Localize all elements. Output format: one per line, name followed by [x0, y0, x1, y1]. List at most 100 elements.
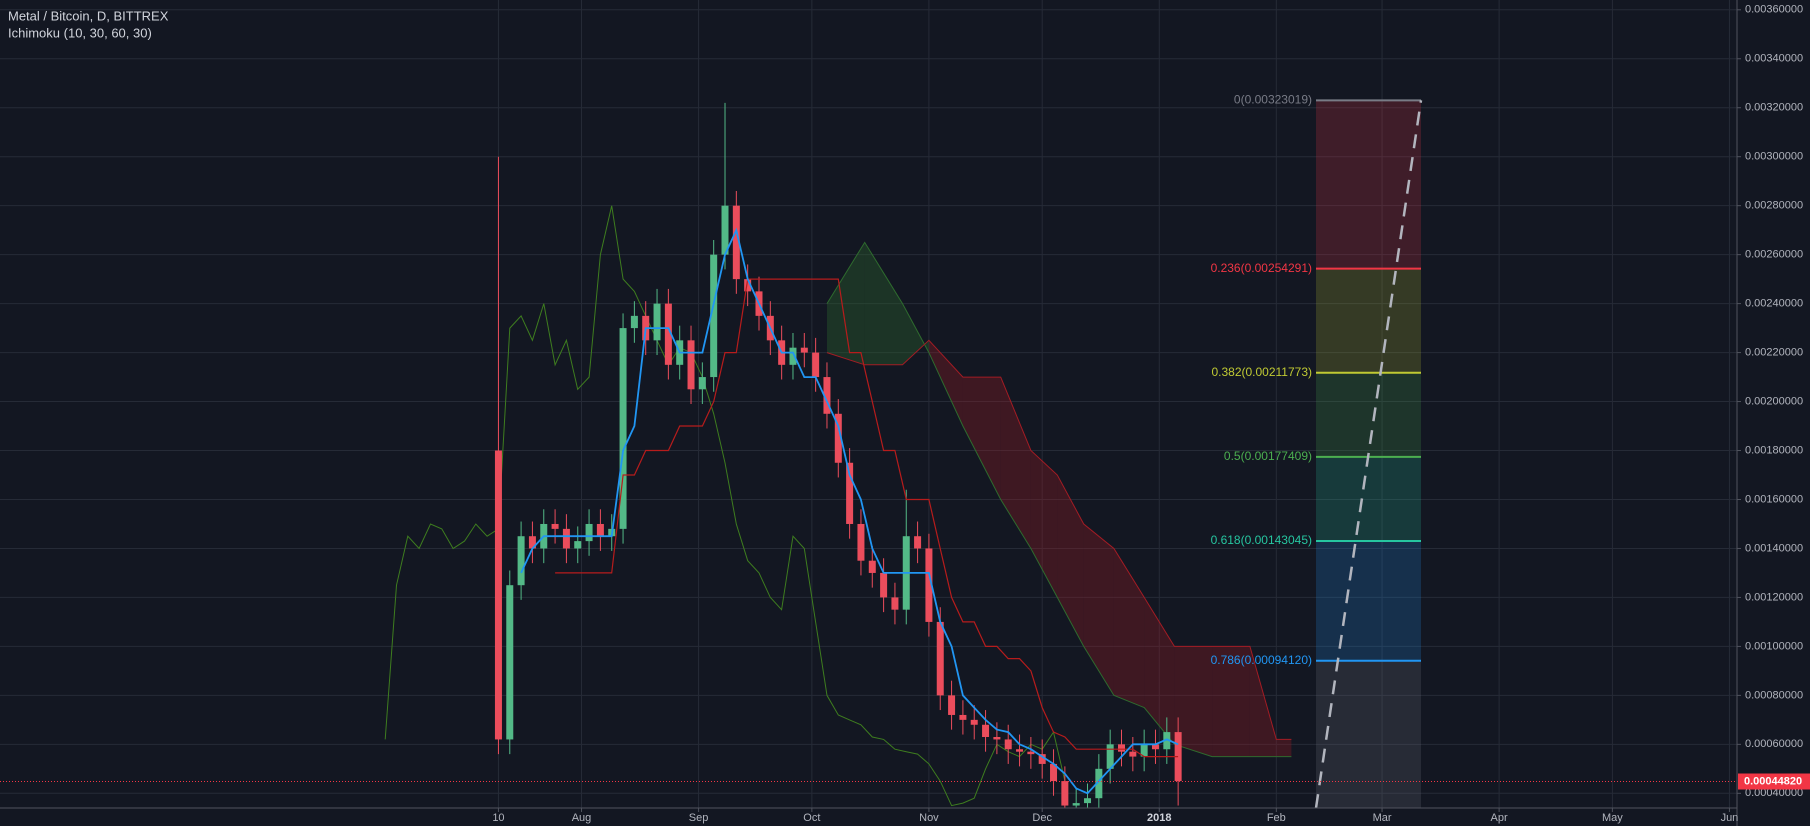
fib-band — [1316, 100, 1421, 269]
candle-body — [789, 347, 797, 365]
candle-body — [1072, 803, 1080, 806]
candle-body — [936, 621, 944, 696]
candle-body — [506, 585, 514, 740]
plot-area: 0(0.00323019) 0.236(0.00254291) 0.382(0.00… — [0, 93, 1737, 808]
y-tick-label: 0.00160000 — [1745, 493, 1803, 505]
candle-body — [891, 597, 899, 610]
cloud-fill — [902, 303, 929, 365]
x-tick-label: Aug — [572, 812, 592, 824]
chart-title: Metal / Bitcoin, D, BITTREX — [8, 8, 169, 23]
x-tick-label: Nov — [919, 812, 939, 824]
cloud-fill — [827, 242, 865, 365]
candle-body — [1050, 763, 1058, 782]
axes: 0.00040000 0.00060000 0.00080000 0.00100000… — [492, 4, 1810, 824]
fib-level-label: 0.618(0.00143045) — [1211, 533, 1312, 547]
candle-body — [1061, 781, 1069, 806]
y-tick-label: 0.00320000 — [1745, 102, 1803, 114]
candle-body — [653, 303, 661, 341]
candle-body — [710, 254, 718, 378]
fib-level-label: 0.5(0.00177409) — [1224, 449, 1312, 463]
x-tick-label: Apr — [1491, 812, 1508, 824]
candle-body — [925, 548, 933, 622]
y-tick-label: 0.00100000 — [1745, 640, 1803, 652]
candle-body — [857, 523, 865, 561]
cloud-fill — [928, 340, 963, 426]
cloud-fill — [1000, 377, 1031, 549]
candle-body — [1084, 798, 1092, 804]
candle-body — [970, 719, 978, 725]
candle-body — [982, 724, 990, 737]
x-tick-label: Jun — [1721, 812, 1739, 824]
y-tick-label: 0.00220000 — [1745, 346, 1803, 358]
fib-level-label: 0.236(0.00254291) — [1211, 261, 1312, 275]
candle-body — [812, 352, 820, 378]
cloud-fill — [1249, 646, 1277, 757]
y-tick-label: 0.00040000 — [1745, 787, 1803, 799]
candle-body — [687, 340, 695, 390]
candle-body — [868, 560, 876, 573]
candle-body — [528, 536, 536, 549]
cloud-fill — [1144, 597, 1175, 745]
candle-body — [1117, 744, 1125, 752]
candle-body — [1038, 754, 1046, 764]
candle-body — [800, 347, 808, 353]
candle-body — [1129, 751, 1137, 757]
candle-body — [517, 536, 525, 586]
fib-band — [1316, 268, 1421, 373]
x-tick-label: Dec — [1032, 812, 1052, 824]
y-tick-label: 0.00120000 — [1745, 591, 1803, 603]
fib-trend-line — [1314, 100, 1423, 808]
x-tick-label: Oct — [803, 812, 820, 824]
x-tick-label: Sep — [689, 812, 709, 824]
span-a-line — [826, 241, 1292, 758]
y-tick-label: 0.00340000 — [1745, 53, 1803, 65]
span-b-line — [826, 339, 1292, 740]
candle-body — [1004, 739, 1012, 750]
indicator-label: Ichimoku (10, 30, 60, 30) — [8, 25, 152, 40]
candle-body — [574, 541, 582, 549]
candle-body — [596, 523, 604, 537]
cloud-fill — [1083, 524, 1114, 696]
candle-body — [551, 523, 559, 529]
y-tick-label: 0.00360000 — [1745, 4, 1803, 16]
candle-body — [1016, 749, 1024, 752]
candle-body — [698, 377, 706, 390]
candle-body — [993, 736, 1001, 740]
candle-body — [1027, 751, 1035, 755]
last-price-tag — [1738, 773, 1810, 790]
fib-level-label: 0.786(0.00094120) — [1211, 653, 1312, 667]
y-tick-label: 0.00260000 — [1745, 249, 1803, 261]
candle-body — [1151, 744, 1159, 750]
y-tick-label: 0.00200000 — [1745, 395, 1803, 407]
y-tick-label: 0.00060000 — [1745, 738, 1803, 750]
y-tick-label: 0.00240000 — [1745, 298, 1803, 310]
cloud-fill — [1174, 646, 1213, 757]
candle-body — [744, 279, 752, 292]
tenkan-line — [520, 227, 1179, 795]
candle-body — [1140, 744, 1148, 757]
y-tick-label: 0.00140000 — [1745, 542, 1803, 554]
cloud-fill — [1212, 646, 1250, 757]
candle-body — [721, 205, 729, 255]
fib-band — [1316, 541, 1421, 661]
y-tick-label: 0.00280000 — [1745, 200, 1803, 212]
candle-body — [834, 413, 842, 463]
fib-band — [1316, 456, 1421, 542]
fib-band — [1316, 372, 1421, 457]
candle-body — [1095, 768, 1103, 799]
candle-body — [880, 572, 888, 598]
candle-body — [823, 377, 831, 414]
candle-body — [1163, 732, 1171, 750]
candle-body — [1106, 744, 1114, 769]
candle-body — [619, 328, 627, 529]
candle-body — [585, 523, 593, 542]
candle-body — [664, 303, 672, 365]
candle-body — [494, 450, 502, 740]
cloud-fill — [1113, 548, 1145, 708]
candle-body — [948, 695, 956, 715]
candle-body — [562, 528, 570, 549]
cloud-fill — [864, 242, 903, 365]
fib-level-label: 0(0.00323019) — [1234, 93, 1312, 107]
